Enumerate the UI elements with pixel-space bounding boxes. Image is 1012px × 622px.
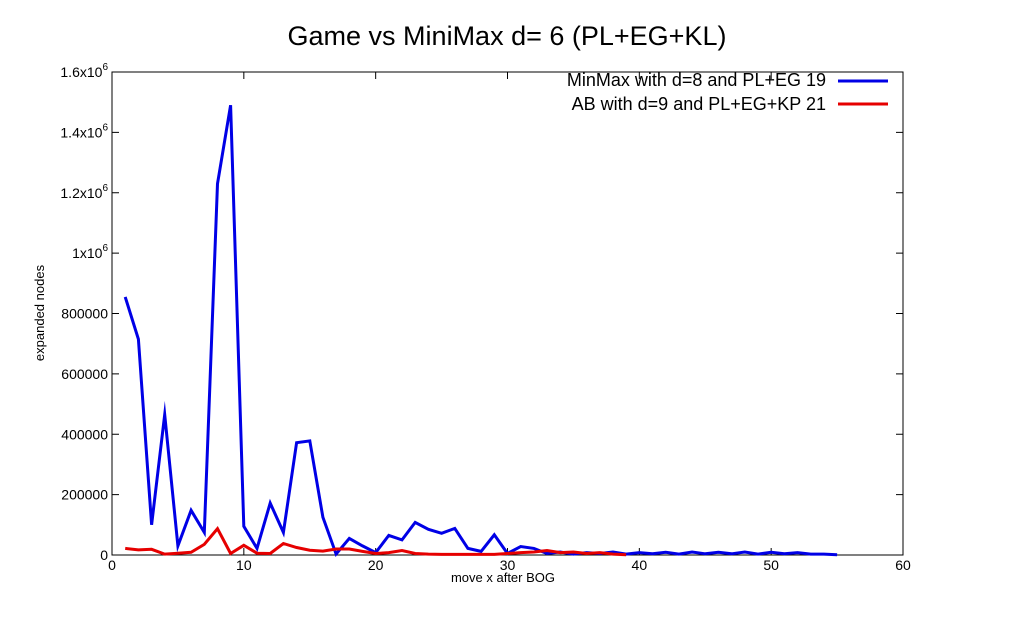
y-tick-exponent: 6 (102, 122, 108, 133)
y-tick-label: 1.2x106 (60, 183, 108, 201)
x-tick-label: 40 (632, 557, 648, 573)
y-tick-label: 0 (100, 547, 108, 563)
y-tick-mantissa: 1.4x10 (60, 124, 102, 140)
x-tick-label: 10 (236, 557, 252, 573)
x-axis: 0 10 20 30 40 50 60 (108, 72, 911, 573)
y-tick-label: 800000 (61, 306, 108, 322)
y-tick-mantissa: 1x10 (72, 245, 103, 261)
legend-label-ab: AB with d=9 and PL+EG+KP 21 (572, 94, 826, 114)
y-axis: 02000004000006000008000001x1061.2x1061.4… (60, 62, 903, 563)
x-tick-label: 60 (895, 557, 911, 573)
y-tick-label: 1.4x106 (60, 122, 108, 140)
legend-label-minmax: MinMax with d=8 and PL+EG 19 (567, 70, 826, 90)
legend: MinMax with d=8 and PL+EG 19 AB with d=9… (567, 70, 888, 114)
y-tick-mantissa: 1.6x10 (60, 64, 102, 80)
y-tick-label: 1.6x106 (60, 62, 108, 80)
series-layer (123, 104, 838, 558)
x-tick-label: 50 (763, 557, 779, 573)
y-axis-label: expanded nodes (32, 264, 47, 361)
y-tick-label: 400000 (61, 426, 108, 442)
y-tick-exponent: 6 (102, 183, 108, 194)
x-tick-label: 30 (500, 557, 516, 573)
x-axis-label: move x after BOG (451, 570, 555, 585)
chart-title: Game vs MiniMax d= 6 (PL+EG+KL) (288, 21, 727, 51)
y-tick-label: 1x106 (72, 243, 108, 261)
y-tick-exponent: 6 (102, 243, 108, 254)
series-line-ab (125, 526, 627, 557)
y-tick-mantissa: 1.2x10 (60, 185, 102, 201)
y-tick-label: 600000 (61, 366, 108, 382)
series-line-minmax (123, 104, 838, 558)
x-tick-label: 0 (108, 557, 116, 573)
y-tick-label: 200000 (61, 487, 108, 503)
x-tick-label: 20 (368, 557, 384, 573)
y-tick-exponent: 6 (102, 62, 108, 73)
